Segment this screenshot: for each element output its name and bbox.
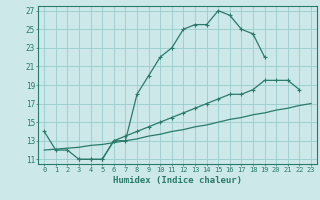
X-axis label: Humidex (Indice chaleur): Humidex (Indice chaleur): [113, 176, 242, 185]
